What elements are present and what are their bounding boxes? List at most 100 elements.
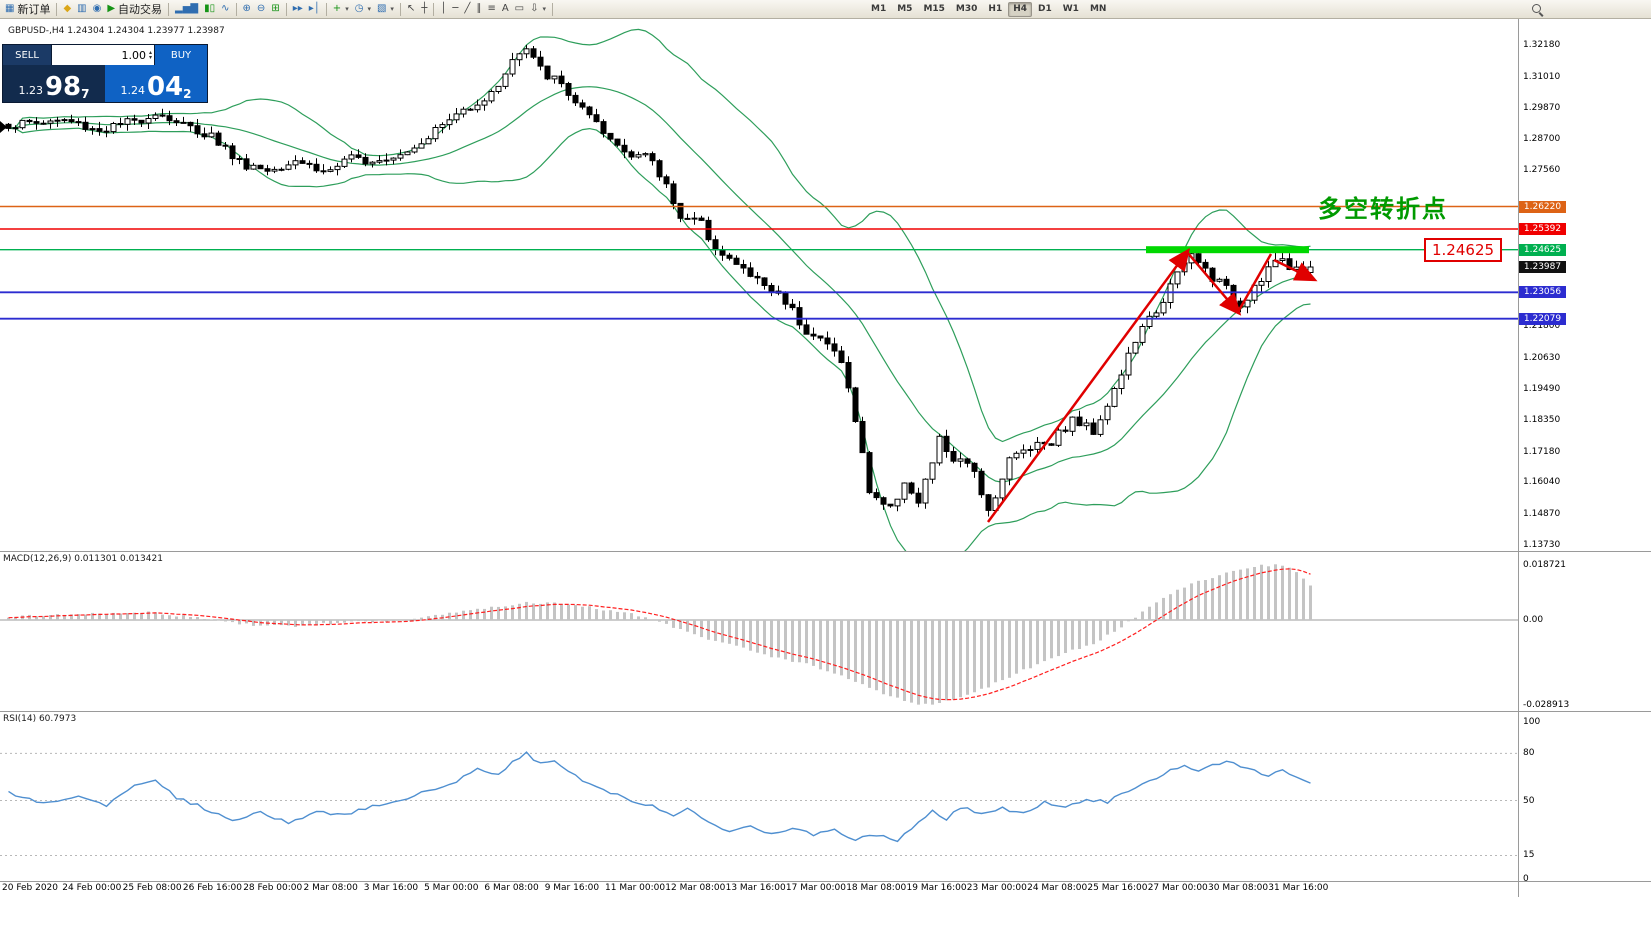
candle-body	[264, 168, 271, 172]
candle-body	[236, 158, 243, 160]
candle-body	[544, 65, 551, 80]
label-icon[interactable]: ▭	[512, 1, 527, 17]
candle-body	[677, 202, 684, 219]
candle-body	[138, 119, 145, 124]
dropdown-caret-icon[interactable]: ▾	[345, 5, 349, 13]
candle-body	[978, 470, 985, 496]
volume-input[interactable]: 1.00 ▴ ▾	[52, 45, 154, 65]
timeframe-button-mn[interactable]: MN	[1089, 4, 1107, 14]
candle-body	[950, 451, 957, 462]
channel-icon[interactable]: ∥	[473, 1, 484, 17]
chart-shift-icon[interactable]: ▸│	[306, 1, 323, 17]
candle-body	[229, 145, 236, 160]
candle-body	[187, 121, 194, 127]
candlestick-chart-icon: ▮▯	[204, 3, 216, 14]
fibonacci-icon[interactable]: ≡	[484, 1, 498, 17]
zoom-out-icon[interactable]: ⊖	[254, 1, 268, 17]
volume-down-button[interactable]: ▾	[148, 54, 152, 61]
candle-body	[425, 138, 432, 145]
zoom-out-icon: ⊖	[256, 3, 266, 14]
auto-scroll-icon[interactable]: ▸▸	[290, 1, 306, 17]
timeframe-button-m5[interactable]: M5	[897, 4, 913, 14]
sell-button[interactable]: SELL	[3, 45, 52, 65]
candle-body	[922, 478, 929, 504]
trendline-icon[interactable]: ╱	[461, 1, 473, 17]
candle-body	[572, 94, 579, 104]
buy-button[interactable]: BUY	[154, 45, 207, 65]
period-button[interactable]: ◷ ▾	[352, 1, 374, 17]
candle-body	[915, 492, 922, 504]
candle-body	[278, 168, 285, 171]
candle-body	[1083, 422, 1090, 427]
candle-body	[271, 168, 278, 172]
indicators-button[interactable]: + ▾	[330, 1, 352, 17]
sell-price[interactable]: 1.23 98 7	[3, 65, 105, 102]
dropdown-caret-icon[interactable]: ▾	[367, 5, 371, 13]
candle-body	[208, 132, 215, 138]
bar-chart-icon[interactable]: ▂▅▇	[172, 1, 201, 17]
candle-body	[1258, 281, 1265, 286]
candle-body	[859, 421, 866, 454]
candle-body	[1034, 441, 1041, 450]
candle-body	[5, 123, 12, 129]
candle-body	[362, 156, 369, 165]
candle-body	[96, 128, 103, 132]
candle-body	[1153, 312, 1160, 317]
candle-body	[369, 161, 376, 165]
candle-body	[355, 154, 362, 158]
candle-body	[943, 435, 950, 452]
crosshair-icon[interactable]: ┼	[418, 1, 430, 17]
candle-body	[782, 292, 789, 305]
candlestick-chart-icon[interactable]: ▮▯	[201, 1, 218, 17]
candle-body	[75, 121, 82, 124]
trend-arrow	[1273, 258, 1318, 282]
candle-body	[803, 324, 810, 335]
timeframe-button-m1[interactable]: M1	[871, 4, 887, 14]
vertical-line-icon[interactable]: │	[437, 1, 449, 17]
fibonacci-icon: ≡	[487, 3, 496, 14]
timeframe-button-h1[interactable]: H1	[988, 4, 1003, 14]
timeframe-button-h4[interactable]: H4	[1008, 2, 1032, 17]
candle-body	[649, 153, 656, 162]
candle-body	[1195, 253, 1202, 263]
timeframe-button-m15[interactable]: M15	[923, 4, 945, 14]
line-chart-icon[interactable]: ∿	[218, 1, 232, 17]
candle-body	[586, 106, 593, 116]
candle-body	[887, 503, 894, 507]
candle-body	[1125, 352, 1132, 376]
volume-up-button[interactable]: ▴	[148, 49, 152, 56]
candle-body	[628, 151, 635, 158]
tile-windows-icon[interactable]: ⊞	[268, 1, 282, 17]
timeframe-button-d1[interactable]: D1	[1038, 4, 1052, 14]
buy-price[interactable]: 1.24 04 2	[105, 65, 207, 102]
zoom-in-icon[interactable]: ⊕	[240, 1, 254, 17]
navigator-icon[interactable]: ◉	[90, 1, 105, 17]
search-icon[interactable]	[1531, 3, 1544, 16]
text-icon[interactable]: A	[499, 1, 512, 17]
dropdown-caret-icon[interactable]: ▾	[390, 5, 394, 13]
crosshair-icon: ┼	[421, 3, 428, 14]
autotrading-button[interactable]: ▶ 自动交易	[104, 1, 165, 17]
market-watch-icon[interactable]: ◆	[60, 1, 74, 17]
buy-price-big: 04	[146, 72, 184, 102]
templates-button[interactable]: ▧ ▾	[374, 1, 397, 17]
candle-body	[1174, 271, 1181, 285]
candle-body	[243, 158, 250, 170]
candle-body	[985, 494, 992, 511]
cursor-icon[interactable]: ↖	[404, 1, 418, 17]
dropdown-caret-icon[interactable]: ▾	[542, 5, 547, 13]
horizontal-line-icon[interactable]: ─	[449, 1, 461, 17]
candle-body	[866, 452, 873, 494]
timeframe-button-w1[interactable]: W1	[1062, 4, 1079, 14]
buy-price-prefix: 1.24	[120, 84, 145, 97]
arrows-icon[interactable]: ⇩ ▾	[527, 1, 549, 17]
candle-body	[313, 163, 320, 172]
candle-body	[110, 123, 117, 133]
data-window-icon[interactable]: ▥	[74, 1, 89, 17]
timeframe-button-m30[interactable]: M30	[955, 4, 978, 14]
volume-value: 1.00	[121, 48, 146, 62]
candle-body	[460, 108, 467, 115]
autotrading-icon: ▶	[107, 3, 116, 14]
new-order-button[interactable]: ▦ 新订单	[2, 1, 53, 17]
